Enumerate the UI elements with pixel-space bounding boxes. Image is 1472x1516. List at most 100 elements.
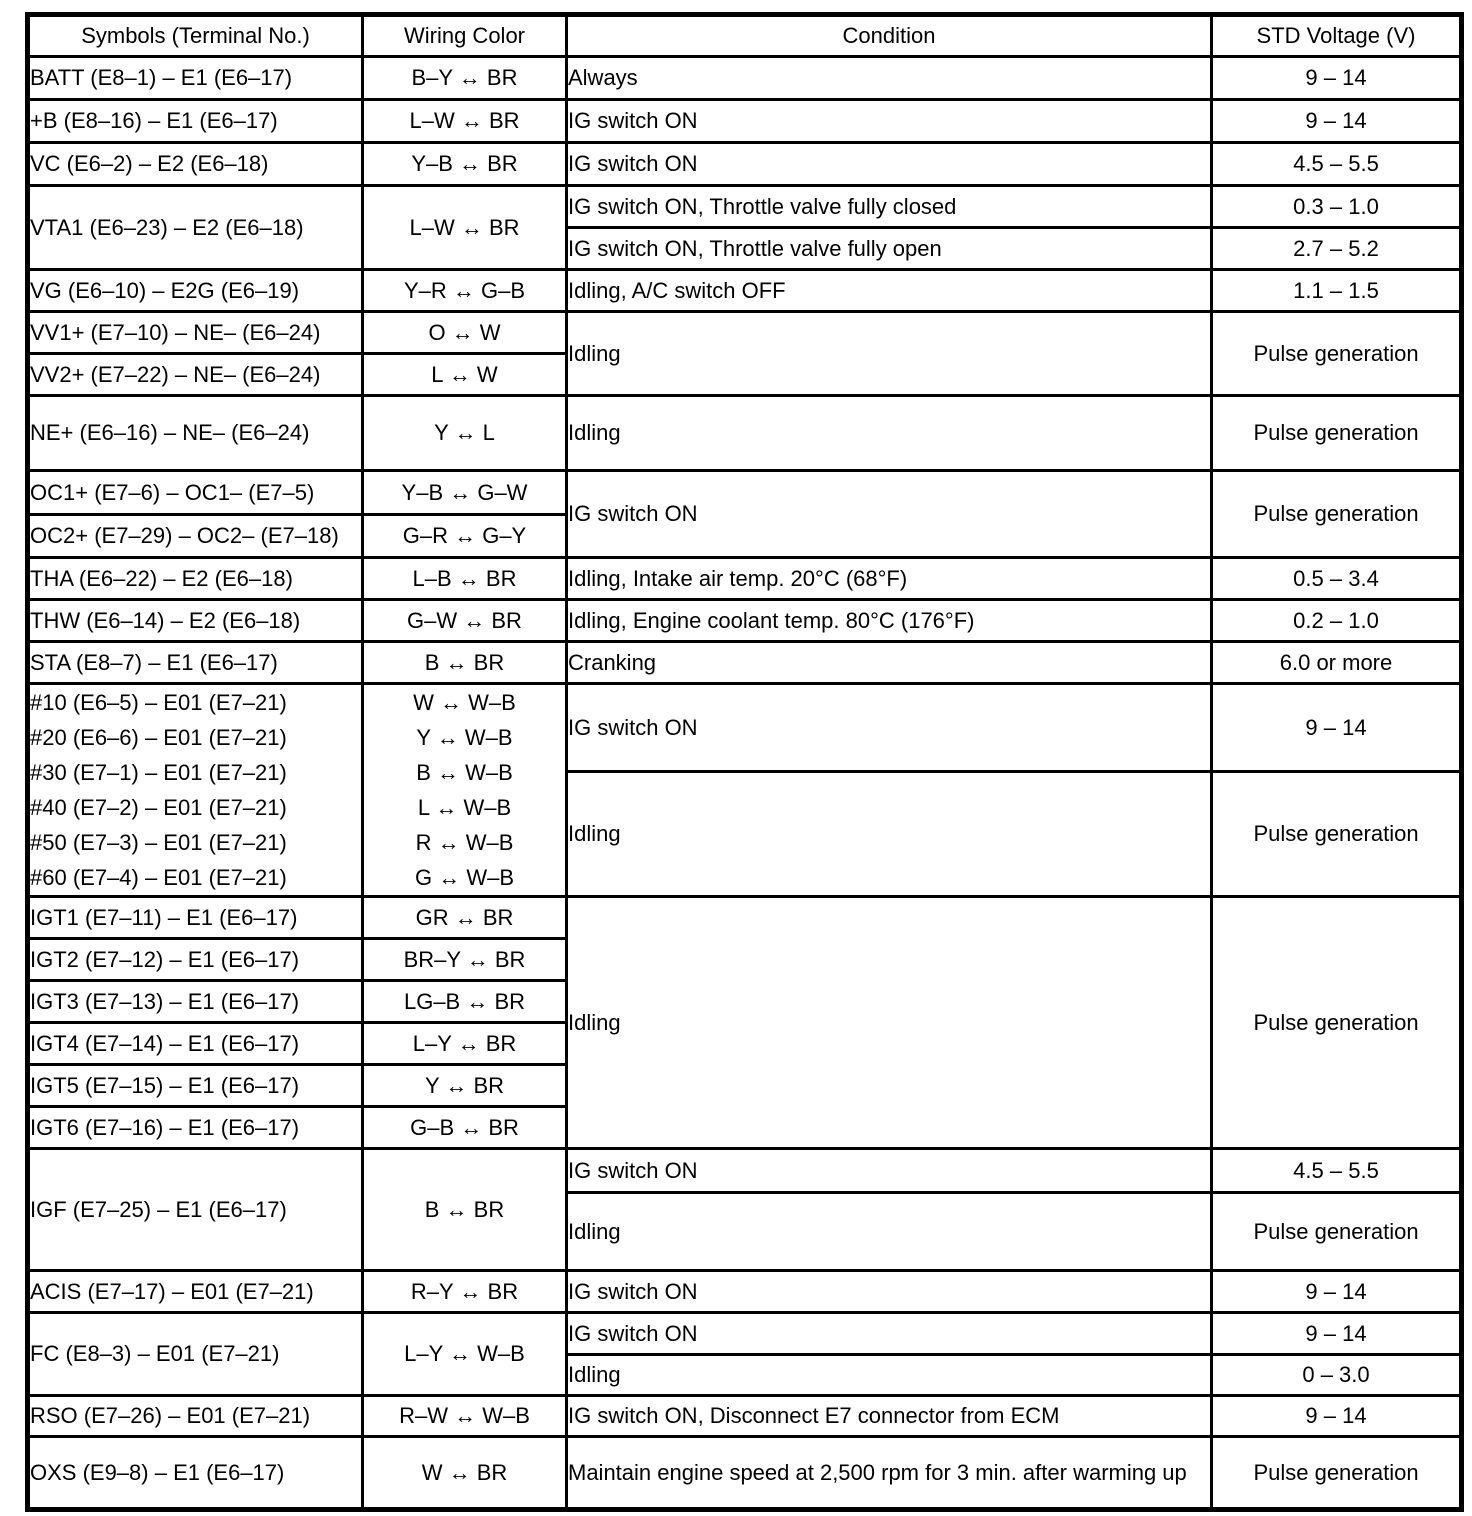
symbol-cell: RSO (E7–26) – E01 (E7–21) <box>26 1394 364 1438</box>
voltage-cell: Pulse generation <box>1210 394 1463 472</box>
voltage-cell: 9 – 14 <box>1210 98 1463 144</box>
symbol-cell: OC2+ (E7–29) – OC2– (E7–18) <box>26 513 364 559</box>
voltage-cell: 9 – 14 <box>1210 1394 1463 1438</box>
wiring-line: Y ↔ W–B <box>416 725 513 750</box>
wiring-cell: B–Y ↔ BR <box>361 55 568 101</box>
voltage-cell: Pulse generation <box>1210 895 1463 1150</box>
col-header-wiring: Wiring Color <box>361 13 568 58</box>
voltage-cell: 9 – 14 <box>1210 1269 1463 1314</box>
condition-cell: Idling, Engine coolant temp. 80°C (176°F… <box>565 598 1213 643</box>
wiring-line: G ↔ W–B <box>414 865 514 890</box>
table-row-vta1-sub: IG switch ON, Throttle valve fully open … <box>28 226 1463 271</box>
symbol-line: #60 (E7–4) – E01 (E7–21) <box>30 865 287 890</box>
wiring-cell: LG–B ↔ BR <box>361 979 568 1024</box>
voltage-cell: 4.5 – 5.5 <box>1210 1147 1463 1194</box>
wiring-line: B ↔ W–B <box>416 760 513 785</box>
condition-cell: IG switch ON <box>565 141 1213 187</box>
table-row-igt6: IGT6 (E7–16) – E1 (E6–17) G–B ↔ BR <box>26 1105 1462 1150</box>
scanned-page: Symbols (Terminal No.) Wiring Color Cond… <box>25 12 1464 1512</box>
condition-cell: Idling <box>565 1353 1213 1397</box>
header-row: Symbols (Terminal No.) Wiring Color Cond… <box>26 13 1463 58</box>
symbol-cell: +B (E8–16) – E1 (E6–17) <box>26 98 364 144</box>
wiring-cell: G–R ↔ G–Y <box>361 513 568 559</box>
wiring-cell: Y–B ↔ G–W <box>361 469 568 516</box>
wiring-cell: G–W ↔ BR <box>361 598 568 643</box>
voltage-cell: Pulse generation <box>1210 310 1463 397</box>
wiring-cell: W ↔ BR <box>361 1435 568 1511</box>
symbol-line: #10 (E6–5) – E01 (E7–21) <box>30 690 287 715</box>
wiring-cell: L–Y ↔ W–B <box>361 1311 568 1397</box>
table-row-fc-sub: Idling 0 – 3.0 <box>28 1353 1463 1397</box>
symbol-line: #20 (E6–6) – E01 (E7–21) <box>30 725 287 750</box>
symbol-cell: BATT (E8–1) – E1 (E6–17) <box>26 55 364 101</box>
symbol-cell: IGT6 (E7–16) – E1 (E6–17) <box>26 1105 364 1150</box>
symbol-cell: IGT4 (E7–14) – E1 (E6–17) <box>26 1021 364 1066</box>
symbol-cell: OC1+ (E7–6) – OC1– (E7–5) <box>26 469 364 516</box>
condition-cell: Idling <box>565 310 1213 397</box>
table-row-ne: NE+ (E6–16) – NE– (E6–24) Y ↔ L Idling P… <box>26 394 1463 472</box>
wiring-cell: Y ↔ BR <box>361 1063 568 1108</box>
condition-cell: Idling <box>565 895 1213 1150</box>
wiring-cell: O ↔ W <box>361 310 568 355</box>
condition-cell: IG switch ON <box>565 681 1213 774</box>
wiring-cell: B ↔ BR <box>361 640 568 685</box>
condition-cell: Cranking <box>565 640 1213 685</box>
condition-cell: IG switch ON <box>565 98 1213 144</box>
symbol-cell: VG (E6–10) – E2G (E6–19) <box>26 268 364 313</box>
symbol-cell: ACIS (E7–17) – E01 (E7–21) <box>26 1269 364 1314</box>
table-row-fc: FC (E8–3) – E01 (E7–21) L–Y ↔ W–B IG swi… <box>26 1311 1463 1397</box>
wiring-cell: R–W ↔ W–B <box>361 1394 568 1438</box>
symbol-cell: IGT2 (E7–12) – E1 (E6–17) <box>26 937 364 982</box>
wiring-cell: G–B ↔ BR <box>361 1105 568 1150</box>
table-row-rso: RSO (E7–26) – E01 (E7–21) R–W ↔ W–B IG s… <box>26 1394 1463 1438</box>
wiring-line: W ↔ W–B <box>413 690 516 715</box>
wiring-cell: GR ↔ BR <box>361 895 568 940</box>
table-row-oxs: OXS (E9–8) – E1 (E6–17) W ↔ BR Maintain … <box>26 1435 1463 1511</box>
voltage-cell: 4.5 – 5.5 <box>1210 141 1463 187</box>
col-header-voltage: STD Voltage (V) <box>1210 13 1463 58</box>
voltage-cell: 0 – 3.0 <box>1210 1353 1463 1397</box>
table-row-sta: STA (E8–7) – E1 (E6–17) B ↔ BR Cranking … <box>26 640 1463 685</box>
condition-cell: IG switch ON, Disconnect E7 connector fr… <box>565 1394 1213 1438</box>
table-row-oc2: OC2+ (E7–29) – OC2– (E7–18) G–R ↔ G–Y <box>26 513 1462 559</box>
voltage-cell: 0.2 – 1.0 <box>1210 598 1463 643</box>
wiring-cell: L–Y ↔ BR <box>361 1021 568 1066</box>
condition-cell: IG switch ON, Throttle valve fully open <box>565 226 1213 271</box>
wiring-cell: R–Y ↔ BR <box>361 1269 568 1314</box>
condition-cell: Idling, Intake air temp. 20°C (68°F) <box>565 556 1213 601</box>
symbol-line: #40 (E7–2) – E01 (E7–21) <box>30 795 287 820</box>
table-row-thw: THW (E6–14) – E2 (E6–18) G–W ↔ BR Idling… <box>26 598 1463 643</box>
voltage-cell: 0.3 – 1.0 <box>1210 184 1463 229</box>
table-row-vv2: VV2+ (E7–22) – NE– (E6–24) L ↔ W <box>26 352 1462 397</box>
wiring-cell: L–W ↔ BR <box>361 98 568 144</box>
wiring-cell: Y ↔ L <box>361 394 568 472</box>
wiring-cell: L ↔ W <box>361 352 568 397</box>
table-row-oc1: OC1+ (E7–6) – OC1– (E7–5) Y–B ↔ G–W IG s… <box>26 469 1463 559</box>
table-row-plus-b: +B (E8–16) – E1 (E6–17) L–W ↔ BR IG swit… <box>26 98 1463 144</box>
voltage-cell: 9 – 14 <box>1210 681 1463 774</box>
condition-cell: IG switch ON <box>565 1311 1213 1356</box>
symbol-cell: THA (E6–22) – E2 (E6–18) <box>26 556 364 601</box>
voltage-cell: Pulse generation <box>1210 770 1463 898</box>
symbol-cell: IGT3 (E7–13) – E1 (E6–17) <box>26 979 364 1024</box>
voltage-cell: Pulse generation <box>1210 469 1463 559</box>
condition-cell: Idling <box>565 770 1213 898</box>
wiring-cell: L–W ↔ BR <box>361 184 568 271</box>
table-row-tha: THA (E6–22) – E2 (E6–18) L–B ↔ BR Idling… <box>26 556 1463 601</box>
table-row-igf-sub: Idling Pulse generation <box>28 1191 1463 1272</box>
symbol-line: #30 (E7–1) – E01 (E7–21) <box>30 760 287 785</box>
table-row-igt4: IGT4 (E7–14) – E1 (E6–17) L–Y ↔ BR <box>26 1021 1462 1066</box>
wiring-cell: W ↔ W–B Y ↔ W–B B ↔ W–B L ↔ W–B R ↔ W–B … <box>361 682 568 898</box>
wiring-cell: B ↔ BR <box>361 1147 568 1272</box>
symbol-cell: THW (E6–14) – E2 (E6–18) <box>26 598 364 643</box>
symbol-cell: STA (E8–7) – E1 (E6–17) <box>26 640 364 685</box>
col-header-condition: Condition <box>565 13 1213 58</box>
symbol-cell: VV1+ (E7–10) – NE– (E6–24) <box>26 310 364 355</box>
voltage-cell: 1.1 – 1.5 <box>1210 268 1463 313</box>
voltage-cell: Pulse generation <box>1210 1191 1463 1272</box>
wiring-cell: Y–B ↔ BR <box>361 141 568 187</box>
table-row-igt5: IGT5 (E7–15) – E1 (E6–17) Y ↔ BR <box>26 1063 1462 1108</box>
condition-cell: Always <box>565 55 1213 101</box>
voltage-cell: 6.0 or more <box>1210 640 1463 685</box>
voltage-cell: 9 – 14 <box>1210 55 1463 101</box>
